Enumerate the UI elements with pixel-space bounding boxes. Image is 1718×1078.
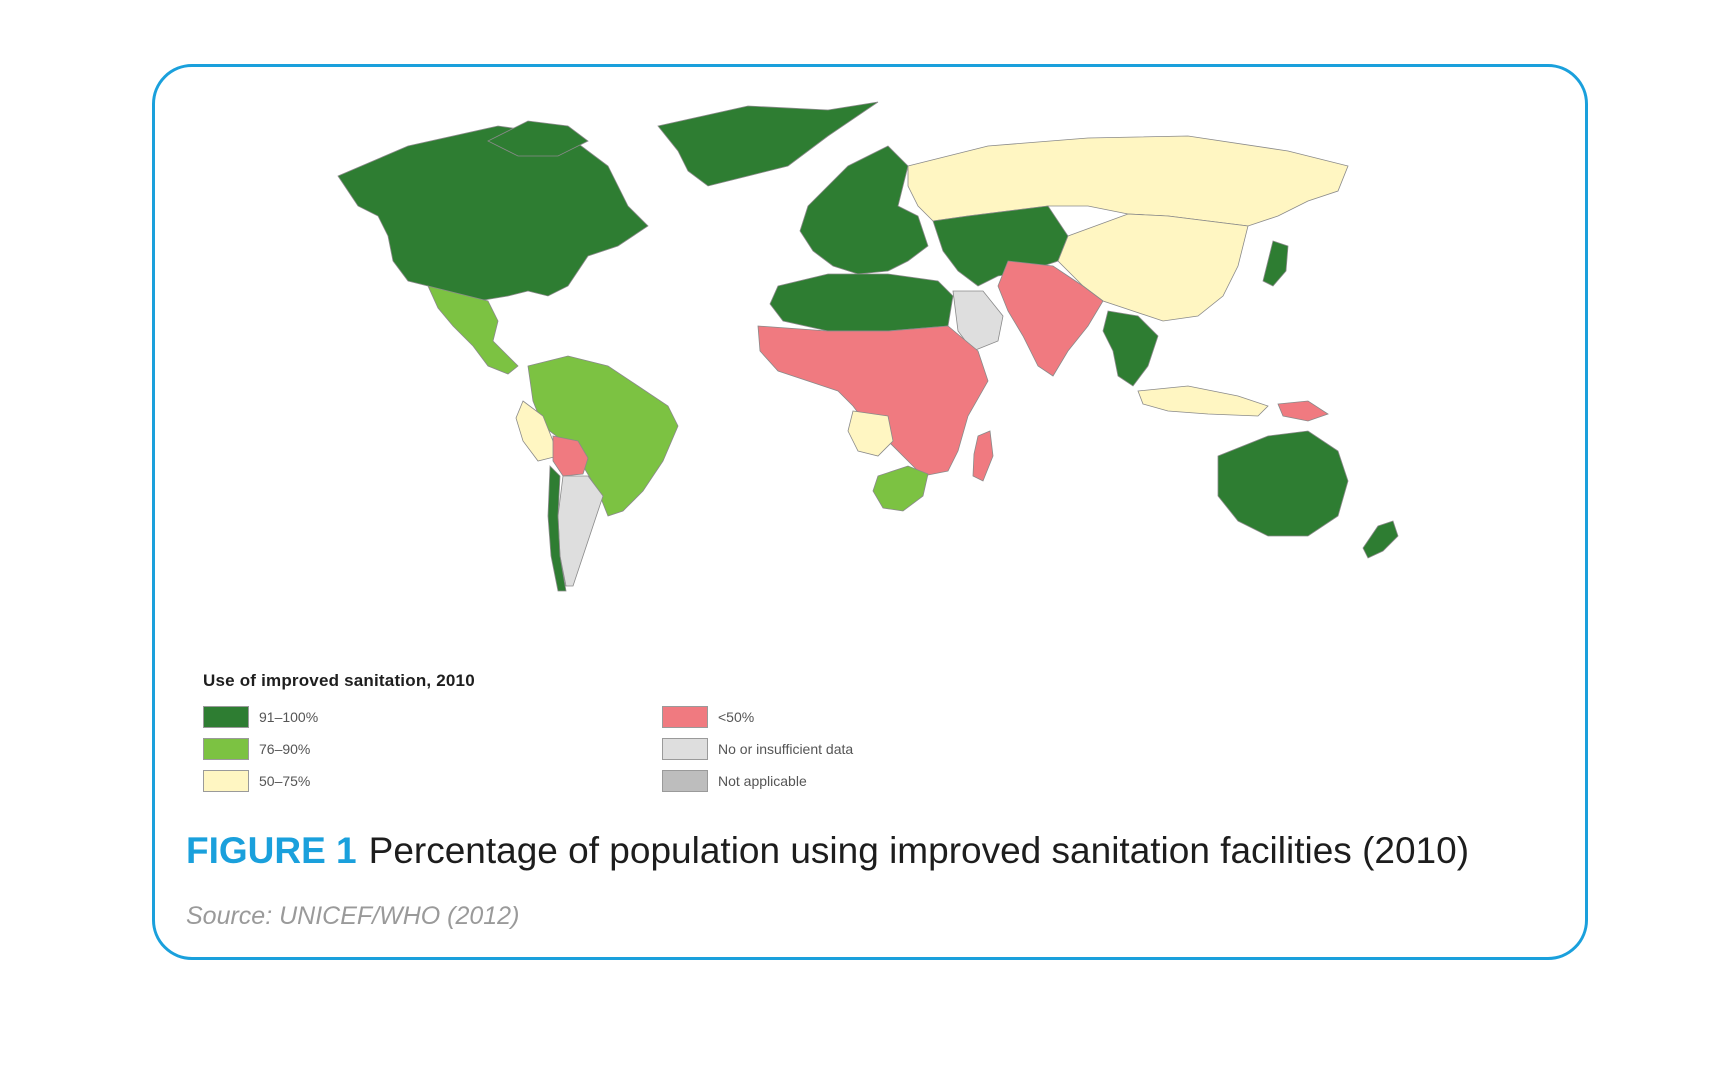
region-australia [1217, 430, 1349, 537]
legend-label: No or insufficient data [718, 741, 854, 757]
figure-label: FIGURE 1 [186, 830, 357, 871]
region-south-africa [872, 465, 929, 512]
legend-item-76-90: 76–90% [203, 736, 310, 762]
region-southeast-asia [1102, 310, 1159, 387]
world-map-svg [337, 101, 1399, 592]
legend-title: Use of improved sanitation, 2010 [203, 671, 475, 690]
region-peru [515, 400, 559, 462]
legend-swatch [662, 770, 708, 792]
region-greenland [657, 101, 879, 187]
region-bolivia [552, 435, 589, 477]
region-india [997, 260, 1104, 377]
region-russia [907, 135, 1349, 227]
region-north-america [337, 125, 649, 302]
legend-swatch [662, 706, 708, 728]
region-papua-new-guinea [1277, 400, 1329, 422]
region-angola [847, 410, 894, 457]
legend-item-lt-50: <50% [662, 704, 754, 730]
source-note: Source: UNICEF/WHO (2012) [186, 902, 520, 930]
legend-label: 91–100% [259, 709, 319, 725]
region-arctic-islands [487, 120, 589, 157]
figure-title: Percentage of population using improved … [368, 830, 1470, 871]
region-madagascar [972, 430, 994, 482]
legend-swatch [203, 770, 249, 792]
legend-label: Not applicable [718, 773, 807, 789]
legend-label: 50–75% [259, 773, 311, 789]
region-chile [547, 465, 567, 592]
region-indonesia [1137, 385, 1269, 417]
region-argentina [557, 475, 604, 587]
legend-swatch [662, 738, 708, 760]
figure-caption: FIGURE 1 Percentage of population using i… [186, 830, 1469, 872]
legend-label: 76–90% [259, 741, 311, 757]
legend-item-91-100: 91–100% [203, 704, 318, 730]
region-brazil-colombia-venezuela [527, 355, 679, 517]
legend-swatch [203, 706, 249, 728]
region-europe [799, 145, 929, 275]
world-map [188, 96, 1564, 676]
legend-item-not-applicable: Not applicable [662, 768, 807, 794]
legend-swatch [203, 738, 249, 760]
region-saudi-arabia [952, 290, 1004, 352]
region-north-africa [769, 273, 954, 332]
region-mexico-central-america [427, 285, 519, 375]
legend-item-50-75: 50–75% [203, 768, 310, 794]
legend-label: <50% [718, 709, 755, 725]
region-japan [1262, 240, 1289, 287]
region-new-zealand [1362, 520, 1399, 559]
legend-item-no-data: No or insufficient data [662, 736, 853, 762]
